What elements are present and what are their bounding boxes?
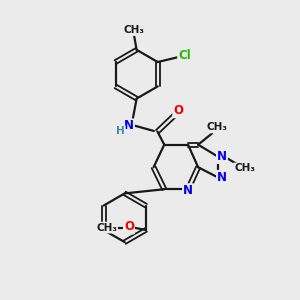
Text: N: N [124, 119, 134, 132]
Text: O: O [173, 104, 183, 117]
Text: N: N [217, 171, 227, 184]
Text: CH₃: CH₃ [234, 164, 255, 173]
Text: O: O [124, 220, 134, 233]
Text: CH₃: CH₃ [206, 122, 227, 132]
Text: Cl: Cl [178, 49, 191, 62]
Text: N: N [183, 184, 193, 197]
Text: CH₃: CH₃ [96, 223, 117, 232]
Text: N: N [217, 150, 227, 163]
Text: CH₃: CH₃ [123, 25, 144, 35]
Text: H: H [116, 126, 125, 136]
